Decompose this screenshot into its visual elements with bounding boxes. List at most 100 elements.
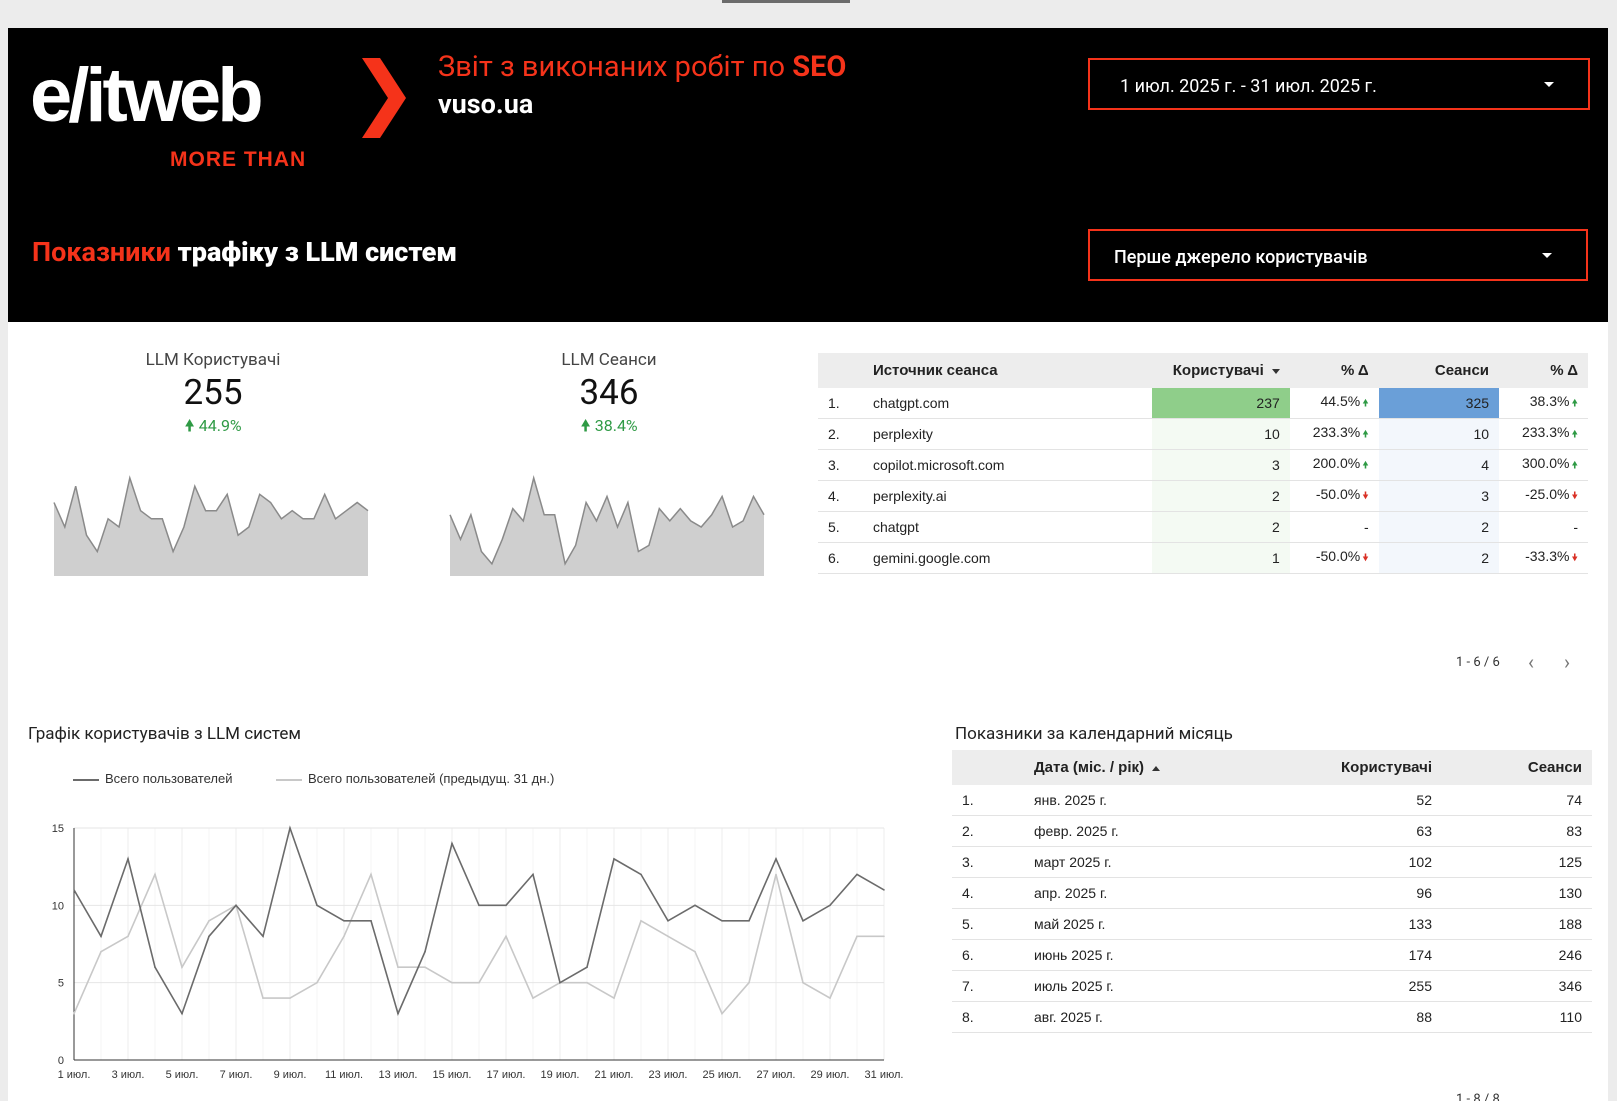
data-point [316,904,318,907]
data-point [586,966,588,968]
arrow-up-icon: 🠝 [1571,398,1578,409]
date-range-label: 1 июл. 2025 г. - 31 июл. 2025 г. [1120,76,1377,97]
data-point [100,935,102,938]
data-point [586,981,588,984]
col-header-sessions[interactable]: Сеанси [1442,750,1592,785]
line-chart-title: Графік користувачів з LLM систем [28,724,301,744]
table-row[interactable]: 4. апр. 2025 г. 96 130 [952,877,1592,909]
data-point [289,827,291,829]
sessions-cell: 246 [1442,939,1592,971]
data-point [154,873,156,876]
source-filter-label: Перше джерело користувачів [1114,247,1368,268]
row-index: 4. [952,877,1024,909]
table-row[interactable]: 6. июнь 2025 г. 174 246 [952,939,1592,971]
users-cell: 237 [1151,388,1290,419]
sessions-cell: 2 [1378,542,1500,574]
arrow-up-icon: 🠝 [1571,429,1578,440]
col-header-source[interactable]: Источник сеанса [862,353,1152,388]
table-row[interactable]: 5. май 2025 г. 133 188 [952,908,1592,940]
users-cell: 96 [1274,877,1442,909]
row-index: 6. [818,542,863,574]
col-header-month[interactable]: Дата (міс. / рік) [1024,750,1274,785]
table-row[interactable]: 1. chatgpt.com 237 44.5% 🠝 325 38.3% 🠝 [818,388,1588,419]
date-range-picker[interactable]: 1 июл. 2025 г. - 31 июл. 2025 г. [1088,58,1590,110]
users-cell: 2 [1151,511,1290,543]
sessions-cell: 10 [1378,418,1500,450]
monthly-table: Дата (міс. / рік) Користувачі Сеанси 1. я… [952,750,1592,1033]
x-tick-label: 25 июл. [703,1069,742,1081]
kpi-title: LLM Сеанси [561,350,657,370]
row-index: 4. [818,480,863,512]
users-cell: 63 [1274,815,1442,847]
row-index: 5. [952,908,1024,940]
kpi-title: LLM Користувачі [145,350,281,370]
arrow-up-icon: 🠝 [1362,460,1369,471]
table-row[interactable]: 8. авг. 2025 г. 88 110 [952,1001,1592,1033]
y-tick-label: 15 [52,823,64,835]
table-row[interactable]: 7. июль 2025 г. 255 346 [952,970,1592,1002]
data-point [127,858,129,860]
sessions-cell: 4 [1378,449,1500,481]
source-name: gemini.google.com [862,542,1152,574]
source-name: perplexity.ai [862,480,1152,512]
row-index: 5. [818,511,863,543]
x-tick-label: 23 июл. [649,1069,688,1081]
data-point [505,935,507,938]
table-row[interactable]: 4. perplexity.ai 2 -50.0% 🠟 3 -25.0% 🠟 [818,480,1588,512]
y-tick-label: 10 [52,900,64,912]
data-point [775,858,777,860]
table-row[interactable]: 6. gemini.google.com 1 -50.0% 🠟 2 -33.3% 🠟 [818,542,1588,574]
data-point [721,1012,723,1015]
sessions-cell: 2 [1378,511,1500,543]
dropdown-arrow-icon [1544,82,1554,87]
data-point [181,1012,183,1015]
table-header-row: Дата (міс. / рік) Користувачі Сеанси [952,750,1592,785]
users-cell: 3 [1151,449,1290,481]
table-row[interactable]: 3. copilot.microsoft.com 3 200.0% 🠝 4 300.0% 🠝 [818,449,1588,481]
row-index: 6. [952,939,1024,971]
data-point [154,966,156,968]
kpi-value: 346 [579,372,639,413]
users-delta-cell: 44.5% 🠝 [1289,388,1379,419]
table-row[interactable]: 5. chatgpt 2-2- [818,511,1588,543]
data-point [478,981,480,984]
data-point [748,920,750,922]
users-cell: 88 [1274,1001,1442,1033]
source-name: perplexity [862,418,1152,450]
col-header-users[interactable]: Користувачі [1151,353,1290,388]
x-tick-label: 1 июл. [58,1069,91,1081]
source-name: chatgpt.com [862,388,1152,419]
monthly-pager-label: 1 - 8 / 8 [1456,1092,1500,1101]
sources-table-body: 1. chatgpt.com 237 44.5% 🠝 325 38.3% 🠝 2. perplex… [818,388,1588,574]
source-filter-dropdown[interactable]: Перше джерело користувачів [1088,229,1588,281]
next-page-button[interactable]: › [1564,650,1571,674]
arrow-down-icon: 🠟 [1362,491,1369,502]
data-point [424,950,426,953]
report-header: e/itweb MORE THAN Звіт з виконаних робіт… [8,28,1608,322]
legend-item-previous[interactable]: Всего пользователей (предыдущ. 31 дн.) [276,771,554,786]
col-header-sessions[interactable]: Сеанси [1378,353,1500,388]
source-name: chatgpt [862,511,1152,543]
users-sparkline [53,475,369,576]
table-row[interactable]: 2. perplexity 10 233.3% 🠝 10 233.3% 🠝 [818,418,1588,450]
col-header-users-delta[interactable]: % Δ [1289,353,1379,388]
data-point [667,920,669,922]
logo-wordmark: e/itweb [30,53,264,138]
table-row[interactable]: 2. февр. 2025 г. 63 83 [952,815,1592,847]
kpi-value: 255 [183,372,243,413]
prev-page-button[interactable]: ‹ [1528,650,1535,674]
sessions-cell: 325 [1378,388,1500,419]
data-point [748,981,750,984]
row-index: 7. [952,970,1024,1002]
section-title: Показники трафіку з LLM систем [32,236,458,268]
col-header-users[interactable]: Користувачі [1274,750,1442,785]
row-index: 1. [952,785,1024,816]
x-tick-label: 29 июл. [811,1069,850,1081]
table-row[interactable]: 1. янв. 2025 г. 52 74 [952,785,1592,816]
data-point [397,966,399,968]
data-point [883,935,885,938]
legend-item-current[interactable]: Всего пользователей [73,771,232,786]
table-row[interactable]: 3. март 2025 г. 102 125 [952,846,1592,878]
data-point [208,935,210,938]
col-header-sessions-delta[interactable]: % Δ [1499,353,1588,388]
